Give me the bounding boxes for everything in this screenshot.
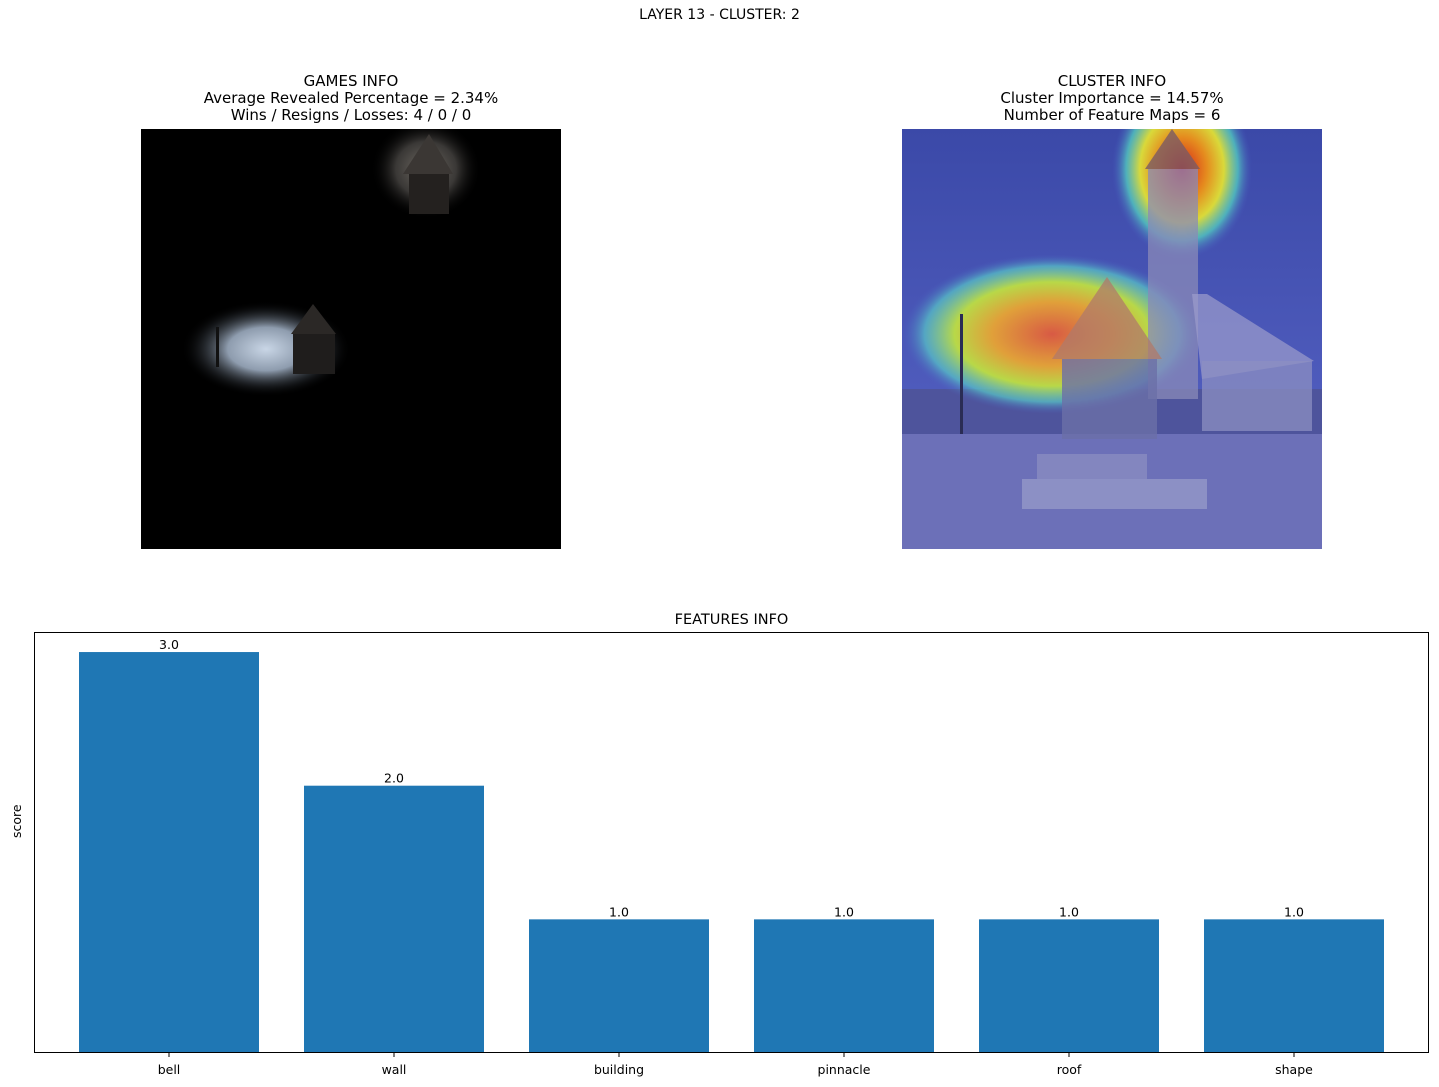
games-info-win-resign-loss: Wins / Resigns / Losses: 4 / 0 / 0 bbox=[230, 106, 472, 124]
x-tick-label: pinnacle bbox=[818, 1062, 871, 1077]
bar-roof bbox=[979, 919, 1159, 1053]
bar-value-label: 3.0 bbox=[159, 637, 179, 652]
bar-value-label: 1.0 bbox=[1059, 904, 1079, 919]
games-info-revealed-percentage: Average Revealed Percentage = 2.34% bbox=[203, 89, 499, 107]
cluster-info-title-block: CLUSTER INFO Cluster Importance = 14.57%… bbox=[862, 73, 1362, 124]
cluster-info-feature-maps: Number of Feature Maps = 6 bbox=[1003, 106, 1221, 124]
x-tick-label: wall bbox=[382, 1062, 407, 1077]
revealed-image bbox=[141, 129, 561, 549]
bar-value-label: 2.0 bbox=[384, 771, 404, 786]
bar-building bbox=[529, 919, 709, 1053]
bar-pinnacle bbox=[754, 919, 934, 1053]
chart-title: FEATURES INFO bbox=[674, 612, 789, 628]
games-info-title: GAMES INFO bbox=[303, 72, 399, 90]
cluster-info-importance: Cluster Importance = 14.57% bbox=[1000, 89, 1224, 107]
figure-title: LAYER 13 - CLUSTER: 2 bbox=[639, 7, 800, 23]
bar-wall bbox=[304, 785, 484, 1053]
bar-shape bbox=[1204, 919, 1384, 1053]
bar-bell bbox=[79, 652, 259, 1053]
bar-value-label: 1.0 bbox=[834, 904, 854, 919]
plot-frame bbox=[34, 632, 1429, 1053]
bar-value-label: 1.0 bbox=[1284, 904, 1304, 919]
x-tick-label: bell bbox=[158, 1062, 181, 1077]
cluster-info-title: CLUSTER INFO bbox=[1057, 72, 1167, 90]
x-tick-label: roof bbox=[1057, 1062, 1082, 1077]
bar-value-label: 1.0 bbox=[609, 904, 629, 919]
x-tick-label: building bbox=[594, 1062, 644, 1077]
games-info-title-block: GAMES INFO Average Revealed Percentage =… bbox=[101, 73, 601, 124]
heatmap-overlay-image bbox=[902, 129, 1322, 549]
x-tick-label: shape bbox=[1275, 1062, 1313, 1077]
